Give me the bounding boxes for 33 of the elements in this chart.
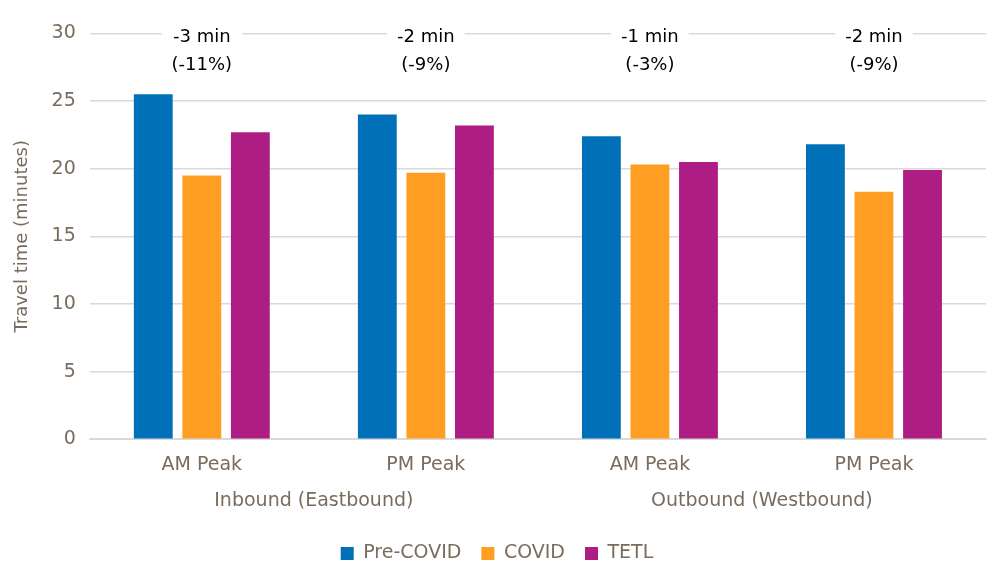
bar: [133, 94, 173, 439]
y-tick-label: 25: [51, 87, 76, 110]
x-tick-label: AM Peak: [609, 451, 691, 474]
text: Inbound (Eastbound): [214, 488, 414, 511]
y-tick-label: 20: [51, 155, 76, 178]
y-tick-label: 15: [51, 223, 76, 246]
bar: [406, 172, 446, 439]
bar: [903, 170, 942, 439]
bar: [806, 144, 845, 439]
y-tick-label: 30: [51, 20, 76, 43]
y-tick-label: 0: [63, 426, 76, 449]
bar: [357, 114, 397, 439]
y-tick-label: 5: [63, 358, 76, 381]
bar: [854, 191, 894, 439]
bar: [581, 136, 621, 439]
annotation: -2 min (-9%): [397, 25, 455, 75]
text: Outbound (Westbound): [651, 488, 873, 511]
x-tick-label: PM Peak: [834, 451, 914, 474]
annotation: -2 min (-9%): [845, 25, 903, 75]
legend-label: Pre-COVID: [363, 540, 462, 563]
bar: [182, 175, 222, 439]
x-tick-label: AM Peak: [161, 451, 243, 474]
y-tick-label: 10: [51, 290, 76, 313]
legend-label: TETL: [606, 540, 654, 563]
bar: [679, 161, 718, 439]
bar: [454, 125, 494, 439]
bar: [630, 164, 670, 439]
legend-label: COVID: [503, 540, 566, 563]
annotation: -3 min (-11%): [171, 25, 233, 75]
bar: [230, 132, 270, 439]
x-tick-label: PM Peak: [386, 451, 466, 474]
y-axis-title: Travel time (minutes): [10, 140, 32, 334]
annotation: -1 min (-3%): [621, 25, 679, 75]
